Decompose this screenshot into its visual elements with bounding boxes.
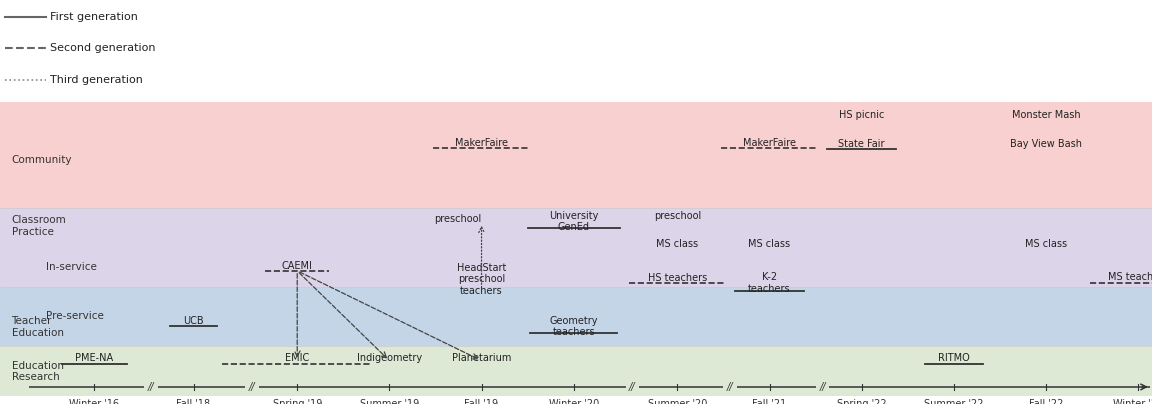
Text: Teacher
Education: Teacher Education (12, 316, 63, 338)
Text: Monster Mash: Monster Mash (1011, 110, 1081, 120)
Text: MS class: MS class (749, 239, 790, 249)
Text: Education
Research: Education Research (12, 361, 63, 382)
Text: //: // (249, 382, 256, 392)
Text: University
GenEd: University GenEd (550, 211, 598, 232)
Text: RITMO: RITMO (938, 353, 970, 363)
Text: Winter '16: Winter '16 (69, 399, 120, 404)
Text: Fall '21: Fall '21 (752, 399, 787, 404)
Text: Indigeometry: Indigeometry (357, 353, 422, 363)
Text: HeadStart
preschool
teachers: HeadStart preschool teachers (457, 263, 506, 296)
Text: Summer '19: Summer '19 (359, 399, 419, 404)
Text: Planetarium: Planetarium (452, 353, 511, 363)
Text: K-2
teachers: K-2 teachers (748, 272, 791, 294)
Text: //: // (819, 382, 826, 392)
Text: preschool: preschool (434, 214, 482, 224)
Text: PME-NA: PME-NA (75, 353, 114, 363)
Text: In-service: In-service (46, 263, 97, 272)
Text: MakerFaire: MakerFaire (455, 138, 508, 148)
Text: preschool: preschool (653, 211, 702, 221)
Text: Spring '19: Spring '19 (273, 399, 321, 404)
Bar (0, 346, 1152, 396)
Text: Second generation: Second generation (51, 44, 156, 53)
Text: Winter '20: Winter '20 (548, 399, 599, 404)
Text: HS teachers: HS teachers (647, 273, 707, 283)
Text: Classroom
Practice: Classroom Practice (12, 215, 67, 236)
Text: First generation: First generation (51, 13, 138, 23)
Bar (0, 208, 1152, 287)
Text: State Fair: State Fair (839, 139, 885, 149)
Text: //: // (727, 382, 734, 392)
Text: Pre-service: Pre-service (46, 311, 104, 321)
Text: MS class: MS class (1025, 239, 1067, 249)
Text: Community: Community (12, 154, 73, 164)
Text: MakerFaire: MakerFaire (743, 138, 796, 148)
Text: Bay View Bash: Bay View Bash (1010, 139, 1082, 149)
Bar (0, 102, 1152, 208)
Bar (0, 287, 1152, 346)
Text: MS teachers: MS teachers (1108, 271, 1152, 282)
Text: HS picnic: HS picnic (839, 110, 885, 120)
Text: Summer '22: Summer '22 (924, 399, 984, 404)
Text: Summer '20: Summer '20 (647, 399, 707, 404)
Text: //: // (147, 382, 154, 392)
Text: Third generation: Third generation (51, 74, 143, 84)
Text: Fall '18: Fall '18 (176, 399, 211, 404)
Text: EMIC: EMIC (285, 353, 310, 363)
Text: CAEMI: CAEMI (282, 261, 312, 271)
Text: Spring '22: Spring '22 (836, 399, 887, 404)
Text: UCB: UCB (183, 316, 204, 326)
Text: MS class: MS class (657, 239, 698, 249)
Text: Fall '22: Fall '22 (1029, 399, 1063, 404)
Text: Winter '23: Winter '23 (1113, 399, 1152, 404)
Text: //: // (629, 382, 636, 392)
Text: Geometry
teachers: Geometry teachers (550, 316, 598, 337)
Text: Fall '19: Fall '19 (464, 399, 499, 404)
